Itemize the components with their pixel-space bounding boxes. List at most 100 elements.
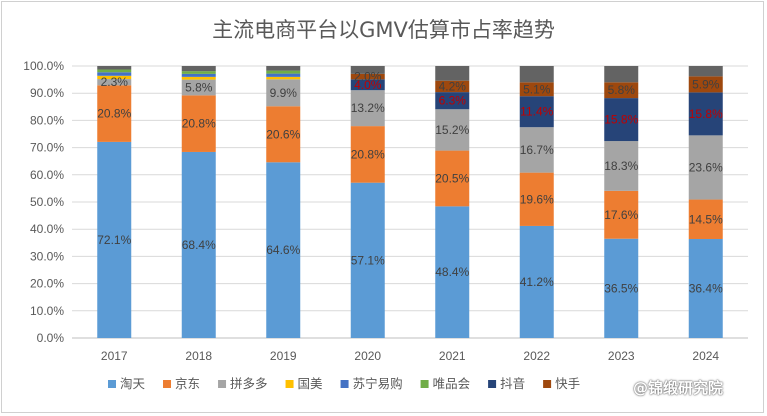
gridlines	[72, 65, 748, 339]
bar-segment	[97, 75, 132, 80]
bar-segment	[350, 126, 385, 183]
bar-segment	[266, 73, 301, 77]
bar-segment	[519, 82, 554, 97]
bar-segment	[97, 85, 132, 142]
bar-segment	[604, 238, 639, 338]
legend-label: 苏宁易购	[353, 376, 403, 391]
y-tick-label: 0.0%	[37, 331, 65, 345]
data-label: 36.4%	[689, 281, 723, 295]
data-label: 19.6%	[520, 192, 554, 206]
bar-segment	[266, 79, 301, 107]
bar-segment	[181, 73, 216, 77]
bar-segment	[435, 92, 470, 110]
bar-segment	[266, 70, 301, 74]
data-label: 64.6%	[266, 243, 300, 257]
bar-segment	[350, 79, 385, 91]
bar-segment	[181, 151, 216, 338]
bar-segment	[266, 106, 301, 163]
legend-swatch	[218, 380, 227, 388]
x-axis-ticks: 2017 2018 2019 2020 2021 2022 2023 2024	[101, 349, 720, 363]
data-label: 72.1%	[97, 233, 131, 247]
y-tick-label: 20.0%	[30, 277, 64, 291]
bar-segment	[435, 66, 470, 81]
bar-segment	[97, 141, 132, 338]
data-label: 57.1%	[351, 253, 385, 267]
bar-segment	[181, 95, 216, 152]
bar-segment	[181, 76, 216, 80]
data-label: 2.3%	[101, 75, 129, 89]
data-label: 4.0%	[354, 78, 382, 92]
x-tick-label: 2023	[608, 349, 635, 363]
watermark-text: @锦缎研究院	[633, 379, 724, 397]
bar-segment	[266, 76, 301, 80]
y-tick-label: 40.0%	[30, 222, 64, 236]
data-label: 11.4%	[520, 105, 553, 119]
bar-segment	[604, 190, 639, 239]
y-tick-label: 70.0%	[30, 141, 64, 155]
data-label: 4.2%	[439, 79, 467, 93]
data-label: 15.2%	[435, 123, 469, 137]
x-tick-label: 2017	[101, 349, 128, 363]
bar-segment	[266, 162, 301, 338]
y-tick-label: 60.0%	[30, 168, 64, 182]
x-tick-label: 2022	[523, 349, 550, 363]
bar-segment	[97, 66, 132, 70]
bar-segment	[435, 206, 470, 338]
data-label: 36.5%	[604, 281, 638, 295]
legend-label: 国美	[298, 376, 323, 391]
data-label: 20.6%	[266, 127, 300, 141]
data-label: 68.4%	[182, 238, 216, 252]
bar-segment	[97, 69, 132, 73]
legend-swatch	[543, 380, 552, 388]
legend-label: 抖音	[500, 376, 525, 391]
bar-segment	[350, 66, 385, 74]
data-label: 17.6%	[604, 208, 638, 222]
data-label: 13.2%	[351, 101, 385, 115]
bar-segment	[688, 76, 723, 93]
bar-segment	[181, 71, 216, 74]
legend-label: 京东	[175, 376, 200, 391]
bar-segment	[688, 135, 723, 200]
data-label: 16.7%	[520, 143, 554, 157]
legend-swatch	[108, 380, 116, 388]
x-tick-label: 2019	[270, 349, 297, 363]
legend-swatch	[420, 380, 429, 388]
bar-segment	[688, 66, 723, 77]
data-label: 5.9%	[692, 77, 720, 91]
data-label: 20.5%	[435, 171, 469, 185]
data-label: 20.8%	[351, 147, 385, 161]
bar-segment	[688, 238, 723, 338]
data-labels: 72.1% 20.8% 2.3% 68.4% 20.8% 5.8% 64.6% 20.6% 9.…	[97, 70, 723, 296]
x-tick-label: 2024	[692, 349, 719, 363]
data-label: 9.9%	[270, 86, 298, 100]
bar-segment	[435, 80, 470, 93]
y-tick-label: 80.0%	[30, 113, 64, 127]
chart-title: 主流电商平台以GMV估算市占率趋势	[212, 18, 555, 42]
data-label: 23.6%	[689, 160, 723, 174]
legend: 淘天 京东 拼多多 国美 苏宁易购 唯品会 抖音 快手	[108, 376, 580, 391]
bar-segment	[181, 79, 216, 96]
y-tick-label: 10.0%	[30, 304, 64, 318]
bar-segment	[688, 92, 723, 136]
legend-swatch	[488, 380, 497, 388]
bar-segment	[519, 96, 554, 128]
bar-segment	[519, 127, 554, 173]
data-label: 20.8%	[97, 107, 131, 121]
bar-segment	[97, 72, 132, 76]
legend-label: 拼多多	[230, 376, 268, 391]
y-tick-label: 30.0%	[30, 249, 64, 263]
legend-swatch	[163, 380, 172, 388]
legend-swatch	[285, 380, 294, 388]
y-axis-ticks: 0.0% 10.0% 20.0% 30.0% 40.0% 50.0% 60.0% 70.0% 8…	[23, 59, 64, 345]
legend-label: 唯品会	[433, 376, 471, 391]
bar-segment	[435, 109, 470, 151]
data-label: 20.8%	[182, 117, 216, 131]
data-label: 14.5%	[689, 212, 723, 226]
x-tick-label: 2018	[185, 349, 212, 363]
bar-segment	[688, 199, 723, 239]
data-label: 15.8%	[689, 107, 723, 121]
y-tick-label: 100.0%	[23, 59, 64, 73]
data-label: 5.1%	[523, 82, 551, 96]
data-label: 41.2%	[520, 275, 554, 289]
